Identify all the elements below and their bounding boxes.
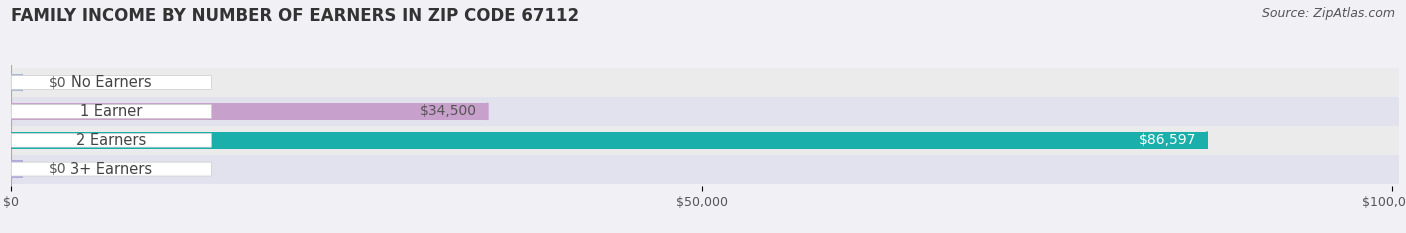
Bar <box>11 155 1406 184</box>
Text: 3+ Earners: 3+ Earners <box>70 162 152 177</box>
Text: 2 Earners: 2 Earners <box>76 133 146 148</box>
FancyBboxPatch shape <box>11 162 211 176</box>
Bar <box>11 97 1406 126</box>
Bar <box>11 103 488 120</box>
Text: FAMILY INCOME BY NUMBER OF EARNERS IN ZIP CODE 67112: FAMILY INCOME BY NUMBER OF EARNERS IN ZI… <box>11 7 579 25</box>
FancyBboxPatch shape <box>11 76 211 89</box>
Text: No Earners: No Earners <box>72 75 152 90</box>
Text: 1 Earner: 1 Earner <box>80 104 142 119</box>
FancyBboxPatch shape <box>11 133 211 147</box>
FancyBboxPatch shape <box>11 104 211 118</box>
Text: $86,597: $86,597 <box>1139 133 1197 147</box>
Bar <box>11 68 1406 97</box>
Text: $34,500: $34,500 <box>419 104 477 118</box>
Bar <box>11 132 1206 149</box>
Text: $0: $0 <box>49 162 66 176</box>
Bar <box>11 74 22 91</box>
Text: Source: ZipAtlas.com: Source: ZipAtlas.com <box>1261 7 1395 20</box>
Bar <box>11 126 1406 155</box>
Bar <box>11 161 22 178</box>
Text: $0: $0 <box>49 75 66 89</box>
